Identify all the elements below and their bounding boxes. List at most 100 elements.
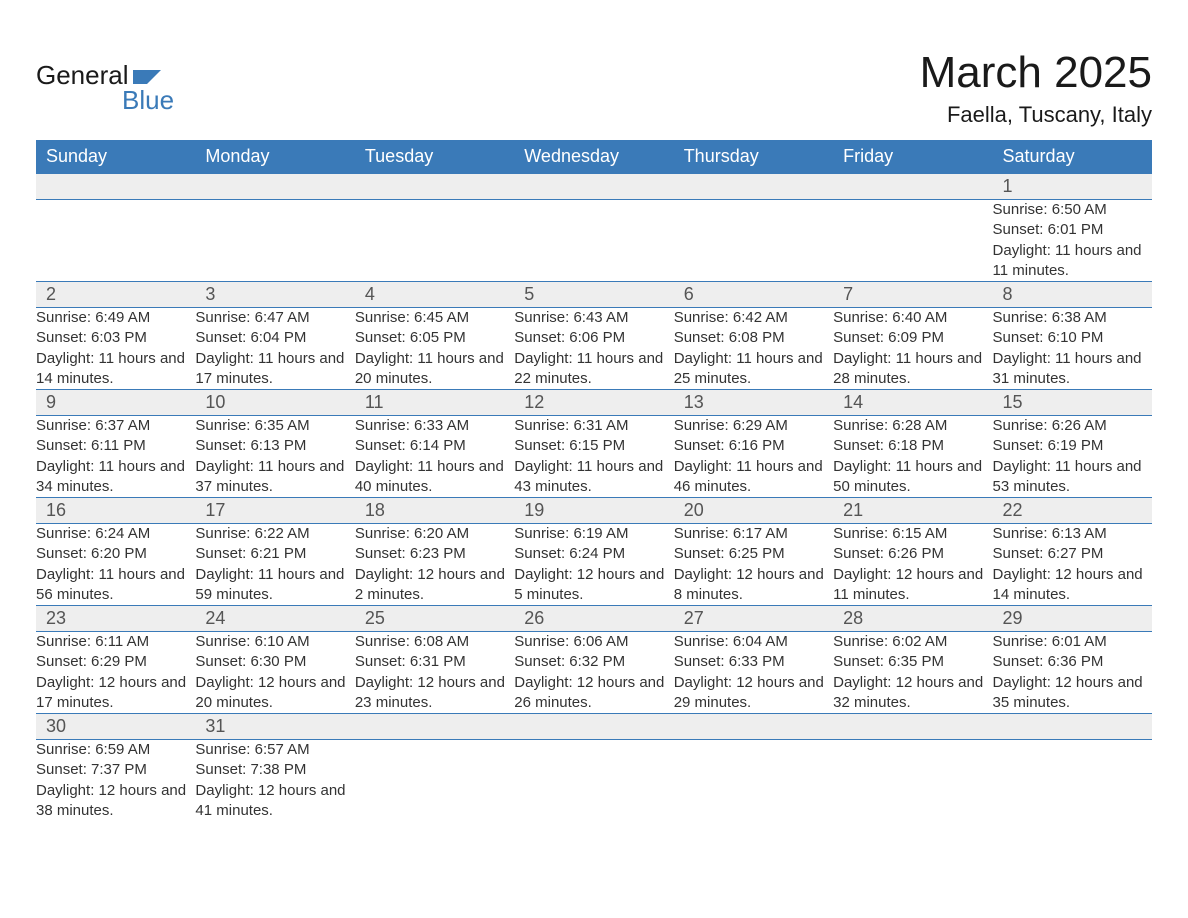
day-detail-cell — [355, 740, 514, 822]
sunrise-text: Sunrise: 6:31 AM — [514, 416, 673, 436]
sunrise-text: Sunrise: 6:28 AM — [833, 416, 992, 436]
sunrise-text: Sunrise: 6:29 AM — [674, 416, 833, 436]
day-number-cell — [833, 174, 992, 200]
daylight-text: Daylight: 11 hours and 53 minutes. — [993, 457, 1152, 498]
day-number-cell: 8 — [993, 282, 1152, 308]
sunrise-text: Sunrise: 6:22 AM — [195, 524, 354, 544]
day-number: 30 — [36, 714, 195, 739]
day-detail-cell: Sunrise: 6:28 AMSunset: 6:18 PMDaylight:… — [833, 416, 992, 498]
day-number: 22 — [993, 498, 1152, 523]
day-number-cell: 18 — [355, 498, 514, 524]
day-number-cell: 29 — [993, 606, 1152, 632]
day-number-cell: 9 — [36, 390, 195, 416]
detail-row: Sunrise: 6:49 AMSunset: 6:03 PM Daylight:… — [36, 308, 1152, 390]
sunset-text: Sunset: 6:33 PM — [674, 652, 833, 672]
day-detail-cell: Sunrise: 6:19 AMSunset: 6:24 PMDaylight:… — [514, 524, 673, 606]
day-number-cell: 20 — [674, 498, 833, 524]
sunset-text: Sunset: 6:15 PM — [514, 436, 673, 456]
day-detail-cell — [36, 200, 195, 282]
daylight-text: Daylight: 11 hours and 11 minutes. — [993, 241, 1152, 282]
sunrise-text: Sunrise: 6:06 AM — [514, 632, 673, 652]
day-detail-cell: Sunrise: 6:43 AMSunset: 6:06 PMDaylight:… — [514, 308, 673, 390]
day-number-cell: 19 — [514, 498, 673, 524]
detail-row: Sunrise: 6:59 AMSunset: 7:37 PMDaylight:… — [36, 740, 1152, 822]
day-number: 16 — [36, 498, 195, 523]
sunset-text: Sunset: 6:19 PM — [993, 436, 1152, 456]
sunset-text: Sunset: 6:06 PM — [514, 328, 673, 348]
day-detail-cell: Sunrise: 6:38 AMSunset: 6:10 PMDaylight:… — [993, 308, 1152, 390]
daynum-row: 3031 — [36, 714, 1152, 740]
daynum-row: 2345678 — [36, 282, 1152, 308]
sunset-text: Sunset: 6:31 PM — [355, 652, 514, 672]
daylight-text: Daylight: 12 hours and 38 minutes. — [36, 781, 195, 822]
day-detail-cell: Sunrise: 6:57 AMSunset: 7:38 PMDaylight:… — [195, 740, 354, 822]
day-detail-cell: Sunrise: 6:35 AMSunset: 6:13 PMDaylight:… — [195, 416, 354, 498]
sunrise-text: Sunrise: 6:17 AM — [674, 524, 833, 544]
day-detail-cell: Sunrise: 6:13 AMSunset: 6:27 PMDaylight:… — [993, 524, 1152, 606]
day-number: 1 — [993, 174, 1152, 199]
day-number: 8 — [993, 282, 1152, 307]
day-number: 2 — [36, 282, 195, 307]
location: Faella, Tuscany, Italy — [920, 102, 1152, 128]
sunset-text: Sunset: 6:13 PM — [195, 436, 354, 456]
daylight-text: Daylight: 11 hours and 59 minutes. — [195, 565, 354, 606]
daylight-text: Daylight: 12 hours and 41 minutes. — [195, 781, 354, 822]
sunrise-text: Sunrise: 6:59 AM — [36, 740, 195, 760]
day-detail-cell: Sunrise: 6:24 AMSunset: 6:20 PMDaylight:… — [36, 524, 195, 606]
day-number-cell: 22 — [993, 498, 1152, 524]
weekday-header: Sunday — [36, 140, 195, 174]
day-number-cell: 3 — [195, 282, 354, 308]
daylight-text: Daylight: 12 hours and 20 minutes. — [195, 673, 354, 714]
sunset-text: Sunset: 6:27 PM — [993, 544, 1152, 564]
daylight-text: Daylight: 12 hours and 23 minutes. — [355, 673, 514, 714]
sunrise-text: Sunrise: 6:04 AM — [674, 632, 833, 652]
day-number-cell: 30 — [36, 714, 195, 740]
sunrise-text: Sunrise: 6:19 AM — [514, 524, 673, 544]
sunset-text: Sunset: 6:35 PM — [833, 652, 992, 672]
detail-row: Sunrise: 6:11 AMSunset: 6:29 PMDaylight:… — [36, 632, 1152, 714]
daylight-text: Daylight: 12 hours and 35 minutes. — [993, 673, 1152, 714]
sunset-text: Sunset: 6:03 PM — [36, 328, 195, 348]
daylight-text: Daylight: 11 hours and 56 minutes. — [36, 565, 195, 606]
day-detail-cell — [195, 200, 354, 282]
day-number-cell: 4 — [355, 282, 514, 308]
day-number: 15 — [993, 390, 1152, 415]
day-detail-cell: Sunrise: 6:47 AMSunset: 6:04 PMDaylight:… — [195, 308, 354, 390]
sunrise-text: Sunrise: 6:13 AM — [993, 524, 1152, 544]
day-number-cell: 21 — [833, 498, 992, 524]
day-detail-cell: Sunrise: 6:26 AMSunset: 6:19 PMDaylight:… — [993, 416, 1152, 498]
daylight-text: Daylight: 11 hours and 31 minutes. — [993, 349, 1152, 390]
sunrise-text: Sunrise: 6:50 AM — [993, 200, 1152, 220]
day-number: 7 — [833, 282, 992, 307]
day-number: 11 — [355, 390, 514, 415]
sunrise-text: Sunrise: 6:38 AM — [993, 308, 1152, 328]
sunset-text: Sunset: 6:18 PM — [833, 436, 992, 456]
day-number-cell — [514, 714, 673, 740]
daylight-text: Daylight: 12 hours and 5 minutes. — [514, 565, 673, 606]
day-number-cell: 28 — [833, 606, 992, 632]
weekday-header: Friday — [833, 140, 992, 174]
day-number-cell: 2 — [36, 282, 195, 308]
sunset-text: Sunset: 6:05 PM — [355, 328, 514, 348]
sunset-text: Sunset: 6:32 PM — [514, 652, 673, 672]
day-number-cell — [514, 174, 673, 200]
daylight-text: Daylight: 11 hours and 20 minutes. — [355, 349, 514, 390]
sunset-text: Sunset: 6:14 PM — [355, 436, 514, 456]
daylight-text: Daylight: 12 hours and 26 minutes. — [514, 673, 673, 714]
day-number: 18 — [355, 498, 514, 523]
day-number-cell: 1 — [993, 174, 1152, 200]
day-number: 10 — [195, 390, 354, 415]
sunrise-text: Sunrise: 6:49 AM — [36, 308, 195, 328]
day-number-cell — [36, 174, 195, 200]
sunset-text: Sunset: 6:09 PM — [833, 328, 992, 348]
daynum-row: 9101112131415 — [36, 390, 1152, 416]
header: General Blue March 2025 Faella, Tuscany,… — [36, 48, 1152, 128]
day-number-cell: 25 — [355, 606, 514, 632]
day-number-cell — [674, 174, 833, 200]
day-number: 23 — [36, 606, 195, 631]
day-detail-cell: Sunrise: 6:02 AMSunset: 6:35 PMDaylight:… — [833, 632, 992, 714]
day-detail-cell: Sunrise: 6:45 AMSunset: 6:05 PMDaylight:… — [355, 308, 514, 390]
sunset-text: Sunset: 6:29 PM — [36, 652, 195, 672]
weekday-header: Saturday — [993, 140, 1152, 174]
sunrise-text: Sunrise: 6:26 AM — [993, 416, 1152, 436]
